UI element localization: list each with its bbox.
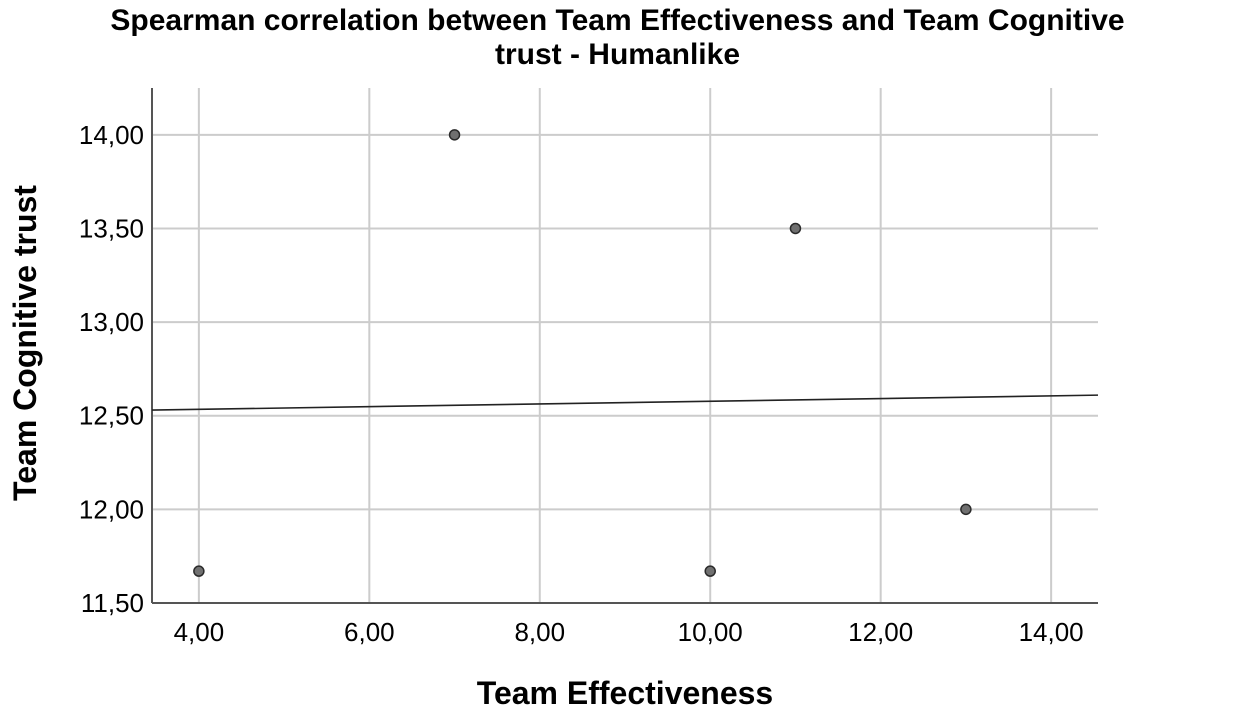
fit-line-group <box>151 394 1099 411</box>
data-point <box>448 129 461 141</box>
chart-title: Spearman correlation between Team Effect… <box>0 4 1235 72</box>
y-tick-label: 13,50 <box>79 213 144 243</box>
fit-line <box>151 394 1099 411</box>
x-tick-label: 12,00 <box>848 617 913 647</box>
tick-labels: 4,00 6,00 8,00 10,00 12,00 14,00 11,50 12,00 12,… <box>79 120 1084 647</box>
y-tick-label: 12,00 <box>79 494 144 524</box>
y-axis-title: Team Cognitive trust <box>7 185 43 501</box>
grid-lines <box>152 88 1098 603</box>
chart-title-line-2: trust - Humanlike <box>494 38 741 71</box>
data-point <box>193 565 205 577</box>
data-point <box>789 222 802 235</box>
x-tick-label: 14,00 <box>1019 617 1084 647</box>
y-tick-label: 12,50 <box>79 401 144 431</box>
data-points <box>193 129 972 577</box>
x-tick-label: 8,00 <box>514 617 565 647</box>
data-point <box>960 503 972 516</box>
y-tick-label: 14,00 <box>79 120 144 150</box>
y-tick-label: 13,00 <box>79 307 144 337</box>
x-tick-label: 6,00 <box>344 617 395 647</box>
x-axis-title: Team Effectiveness <box>477 675 773 711</box>
y-tick-label: 11,50 <box>81 588 144 618</box>
x-tick-label: 10,00 <box>678 617 743 647</box>
chart-title-line-1: Spearman correlation between Team Effect… <box>110 4 1125 37</box>
axes <box>151 88 1098 604</box>
data-point <box>704 565 716 577</box>
x-tick-label: 4,00 <box>174 617 225 647</box>
